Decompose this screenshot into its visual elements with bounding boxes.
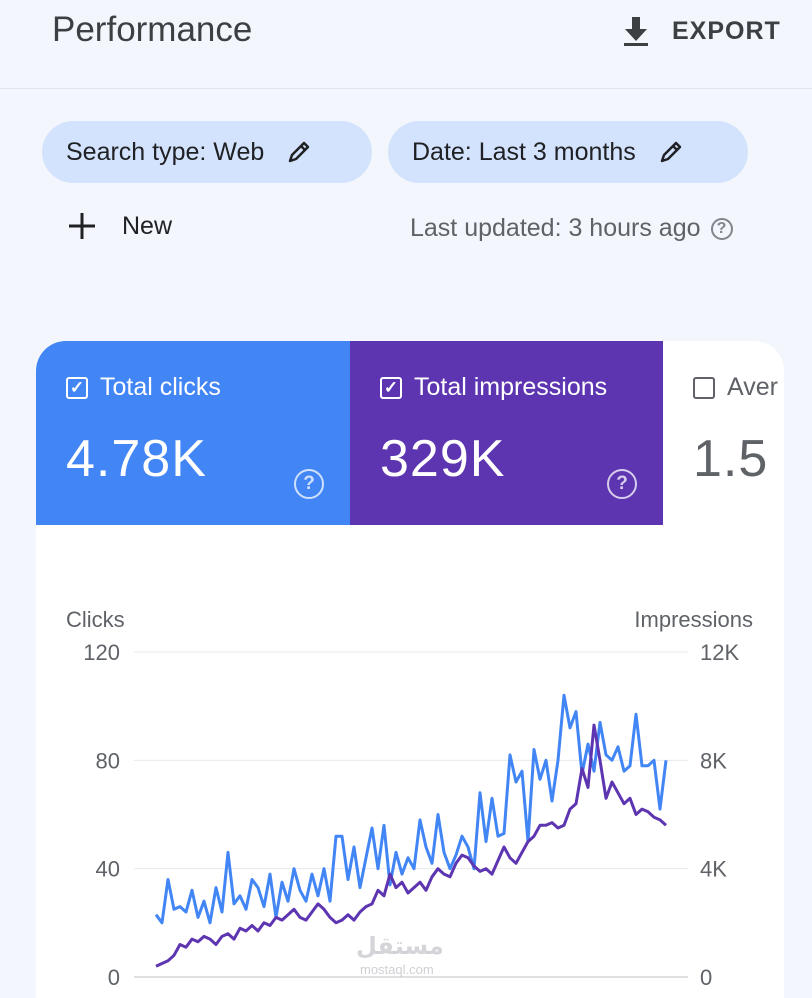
series-line-clicks	[154, 693, 668, 925]
plus-icon	[69, 213, 95, 239]
checkbox-checked-icon[interactable]: ✓	[380, 376, 402, 399]
date-filter-chip[interactable]: Date: Last 3 months	[388, 121, 748, 183]
edit-pencil-icon	[660, 141, 681, 163]
metric-total-impressions[interactable]: ✓ Total impressions 329K ?	[350, 341, 663, 525]
series-line-impressions	[155, 723, 668, 968]
metric-label: Aver	[727, 373, 778, 401]
help-icon[interactable]: ?	[710, 217, 733, 240]
download-icon	[624, 17, 648, 46]
left-axis-tick-label: 80	[96, 748, 120, 773]
left-axis-tick-label: 120	[83, 640, 120, 665]
date-filter-label: Date: Last 3 months	[412, 137, 636, 166]
edit-pencil-icon	[289, 141, 310, 163]
checkbox-unchecked-icon[interactable]	[693, 376, 715, 399]
last-updated-text: Last updated: 3 hours ago	[410, 214, 701, 242]
header-divider	[0, 88, 812, 89]
last-updated-status: Last updated: 3 hours ago ?	[410, 214, 733, 243]
page-title: Performance	[52, 10, 253, 49]
search-type-filter-label: Search type: Web	[66, 137, 265, 166]
right-axis-tick-label: 8K	[700, 748, 727, 773]
right-axis-tick-label: 0	[700, 965, 712, 990]
watermark-logo: مستقل	[356, 932, 444, 960]
performance-card: ✓ Total clicks 4.78K ? ✓ Total impressio…	[36, 341, 784, 998]
metric-value: 329K	[380, 430, 506, 488]
metric-label: Total clicks	[100, 373, 221, 401]
right-axis-tick-label: 12K	[700, 640, 739, 665]
metric-value: 4.78K	[66, 430, 207, 488]
left-axis-tick-label: 40	[96, 857, 120, 882]
export-button[interactable]: EXPORT	[620, 14, 781, 48]
new-filter-button[interactable]: New	[66, 210, 172, 242]
left-axis-tick-label: 0	[108, 965, 120, 990]
performance-chart: Clicks Impressions 120 12K 80 8K 40 4K 0 0	[66, 607, 753, 990]
right-axis-title: Impressions	[634, 607, 753, 632]
help-icon[interactable]: ?	[294, 469, 324, 499]
help-icon[interactable]: ?	[607, 469, 637, 499]
left-axis-title: Clicks	[66, 607, 125, 632]
metric-value: 1.5	[693, 430, 769, 488]
metric-label: Total impressions	[414, 373, 608, 401]
new-filter-label: New	[122, 211, 173, 240]
export-label: EXPORT	[672, 16, 781, 45]
metric-average-position[interactable]: Aver 1.5	[663, 341, 784, 525]
right-axis-tick-label: 4K	[700, 857, 727, 882]
watermark-url: mostaql.com	[360, 962, 434, 977]
search-type-filter-chip[interactable]: Search type: Web	[42, 121, 372, 183]
metric-total-clicks[interactable]: ✓ Total clicks 4.78K ?	[36, 341, 350, 525]
checkbox-checked-icon[interactable]: ✓	[66, 376, 88, 399]
